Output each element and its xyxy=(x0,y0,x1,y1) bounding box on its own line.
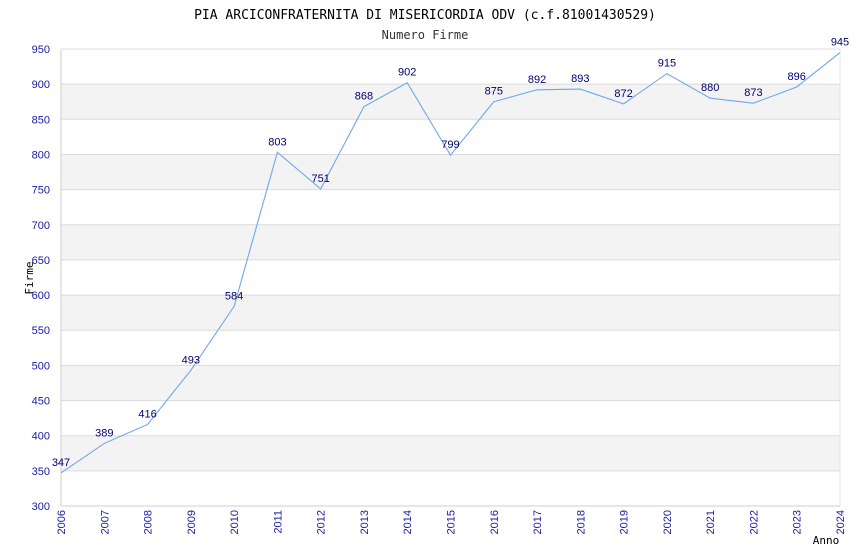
grid-bands xyxy=(61,84,840,471)
data-label: 584 xyxy=(225,290,243,302)
x-tick-label: 2024 xyxy=(835,510,847,534)
data-label: 751 xyxy=(311,173,329,185)
x-tick-label: 2022 xyxy=(748,510,760,534)
x-tick-label: 2013 xyxy=(359,510,371,534)
axes xyxy=(60,49,841,507)
x-tick-label: 2007 xyxy=(99,510,111,534)
y-tick-label: 950 xyxy=(32,44,50,56)
data-label: 799 xyxy=(441,139,459,151)
data-labels: 347 389 416 493 584 803 751 868 902 799 875 892 893 8… xyxy=(52,37,849,469)
x-tick-label: 2021 xyxy=(705,510,717,534)
y-tick-label: 450 xyxy=(32,396,50,408)
grid-band xyxy=(61,365,840,401)
chart-title: PIA ARCICONFRATERNITA DI MISERICORDIA OD… xyxy=(194,8,656,23)
grid-band xyxy=(61,435,840,471)
grid-band xyxy=(61,154,840,190)
y-tick-label: 600 xyxy=(32,290,50,302)
data-label: 880 xyxy=(701,82,719,94)
data-label: 803 xyxy=(268,136,286,148)
grid-band xyxy=(61,84,840,120)
y-axis-title: Firme xyxy=(23,261,36,294)
grid-band xyxy=(61,295,840,331)
x-axis-title: Anno xyxy=(813,534,840,547)
x-tick-label: 2014 xyxy=(402,510,414,534)
x-tick-label: 2015 xyxy=(446,510,458,534)
data-label: 902 xyxy=(398,67,416,79)
y-tick-label: 400 xyxy=(32,431,50,443)
y-tick-label: 900 xyxy=(32,79,50,91)
data-label: 915 xyxy=(658,58,676,70)
data-label: 875 xyxy=(485,86,503,98)
x-tick-label: 2009 xyxy=(186,510,198,534)
x-tick-label: 2012 xyxy=(316,510,328,534)
y-axis-ticks: 300 350 400 450 500 550 600 650 700 750 800 850 900 9… xyxy=(32,44,50,513)
data-label: 896 xyxy=(788,71,806,83)
x-tick-label: 2023 xyxy=(792,510,804,534)
data-label: 945 xyxy=(831,37,849,49)
y-tick-label: 750 xyxy=(32,185,50,197)
data-label: 892 xyxy=(528,74,546,86)
y-tick-label: 850 xyxy=(32,114,50,126)
x-tick-label: 2008 xyxy=(143,510,155,534)
y-tick-label: 800 xyxy=(32,149,50,161)
grid-band xyxy=(61,224,840,260)
y-tick-label: 300 xyxy=(32,501,50,513)
data-label: 873 xyxy=(744,87,762,99)
series-line xyxy=(60,52,841,474)
x-tick-label: 2017 xyxy=(532,510,544,534)
x-tick-label: 2011 xyxy=(272,510,284,534)
data-label: 493 xyxy=(182,354,200,366)
data-label: 416 xyxy=(138,408,156,420)
chart-subtitle: Numero Firme xyxy=(382,28,469,42)
data-label: 389 xyxy=(95,427,113,439)
data-label: 868 xyxy=(355,91,373,103)
y-tick-label: 650 xyxy=(32,255,50,267)
data-label: 893 xyxy=(571,73,589,85)
x-axis-ticks: 2006 2007 2008 2009 2010 2011 2012 2013 2014 2015… xyxy=(56,510,847,534)
y-tick-label: 700 xyxy=(32,220,50,232)
x-tick-label: 2006 xyxy=(56,510,68,534)
data-label: 347 xyxy=(52,457,70,469)
x-tick-label: 2010 xyxy=(229,510,241,534)
x-tick-label: 2020 xyxy=(662,510,674,534)
data-label: 872 xyxy=(614,88,632,100)
y-tick-label: 500 xyxy=(32,360,50,372)
y-tick-label: 350 xyxy=(32,466,50,478)
y-tick-label: 550 xyxy=(32,325,50,337)
x-tick-label: 2019 xyxy=(619,510,631,534)
x-tick-label: 2016 xyxy=(489,510,501,534)
x-tick-label: 2018 xyxy=(575,510,587,534)
series-layer xyxy=(60,52,841,474)
